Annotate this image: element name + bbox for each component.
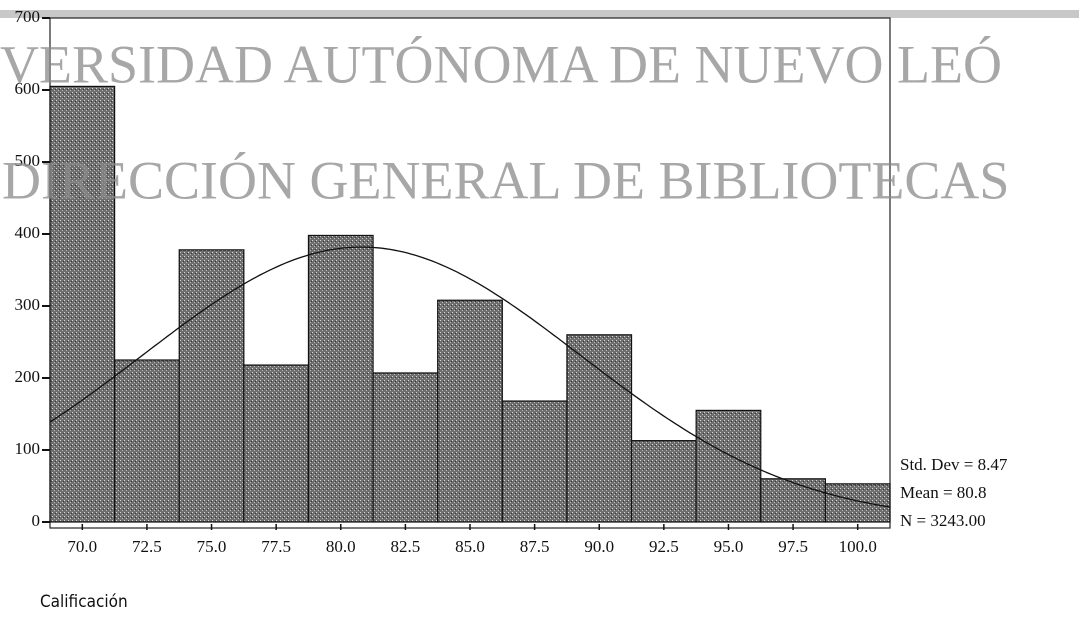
x-tick-label: 90.0 [584,537,614,556]
bar [630,440,697,523]
bar [501,400,568,523]
x-tick-label: 72.5 [132,537,162,556]
watermark: DIRECCIÓN GENERAL DE BIBLIOTECAS [2,150,1009,210]
x-tick-label: 80.0 [326,537,356,556]
y-tick-label: 700 [15,7,41,26]
bar [760,478,826,523]
y-tick-label: 500 [15,151,41,170]
stats-label: N = 3243.00 [900,511,986,530]
y-tick-label: 400 [15,223,41,242]
scan-band [0,10,1079,18]
x-tick-label: 82.5 [391,537,421,556]
x-tick-label: 85.0 [455,537,485,556]
bar [437,299,503,523]
bar [307,234,374,523]
bar [49,85,116,523]
bar [372,372,439,523]
bar [114,359,180,523]
x-tick-label: 95.0 [714,537,744,556]
x-tick-label: 87.5 [520,537,550,556]
stats-label: Std. Dev = 8.47 [900,455,1008,474]
bar [566,334,633,523]
watermark: VERSIDAD AUTÓNOMA DE NUEVO LEÓ [0,34,1002,94]
y-tick-label: 200 [15,367,41,386]
x-tick-label: 77.5 [261,537,291,556]
bar [824,483,891,523]
x-tick-label: 100.0 [839,537,877,556]
x-tick-label: 70.0 [67,537,97,556]
bar [178,249,245,523]
y-tick-label: 100 [15,439,41,458]
y-tick-label: 600 [15,79,41,98]
y-tick-label: 0 [32,511,41,530]
x-axis-label: Calificación [40,592,128,612]
bar [243,364,310,523]
x-tick-label: 97.5 [778,537,808,556]
bar [695,409,762,523]
x-tick-label: 92.5 [649,537,679,556]
x-tick-label: 75.0 [197,537,227,556]
y-tick-label: 300 [15,295,41,314]
normal-curve [49,246,891,508]
stats-label: Mean = 80.8 [900,483,987,502]
